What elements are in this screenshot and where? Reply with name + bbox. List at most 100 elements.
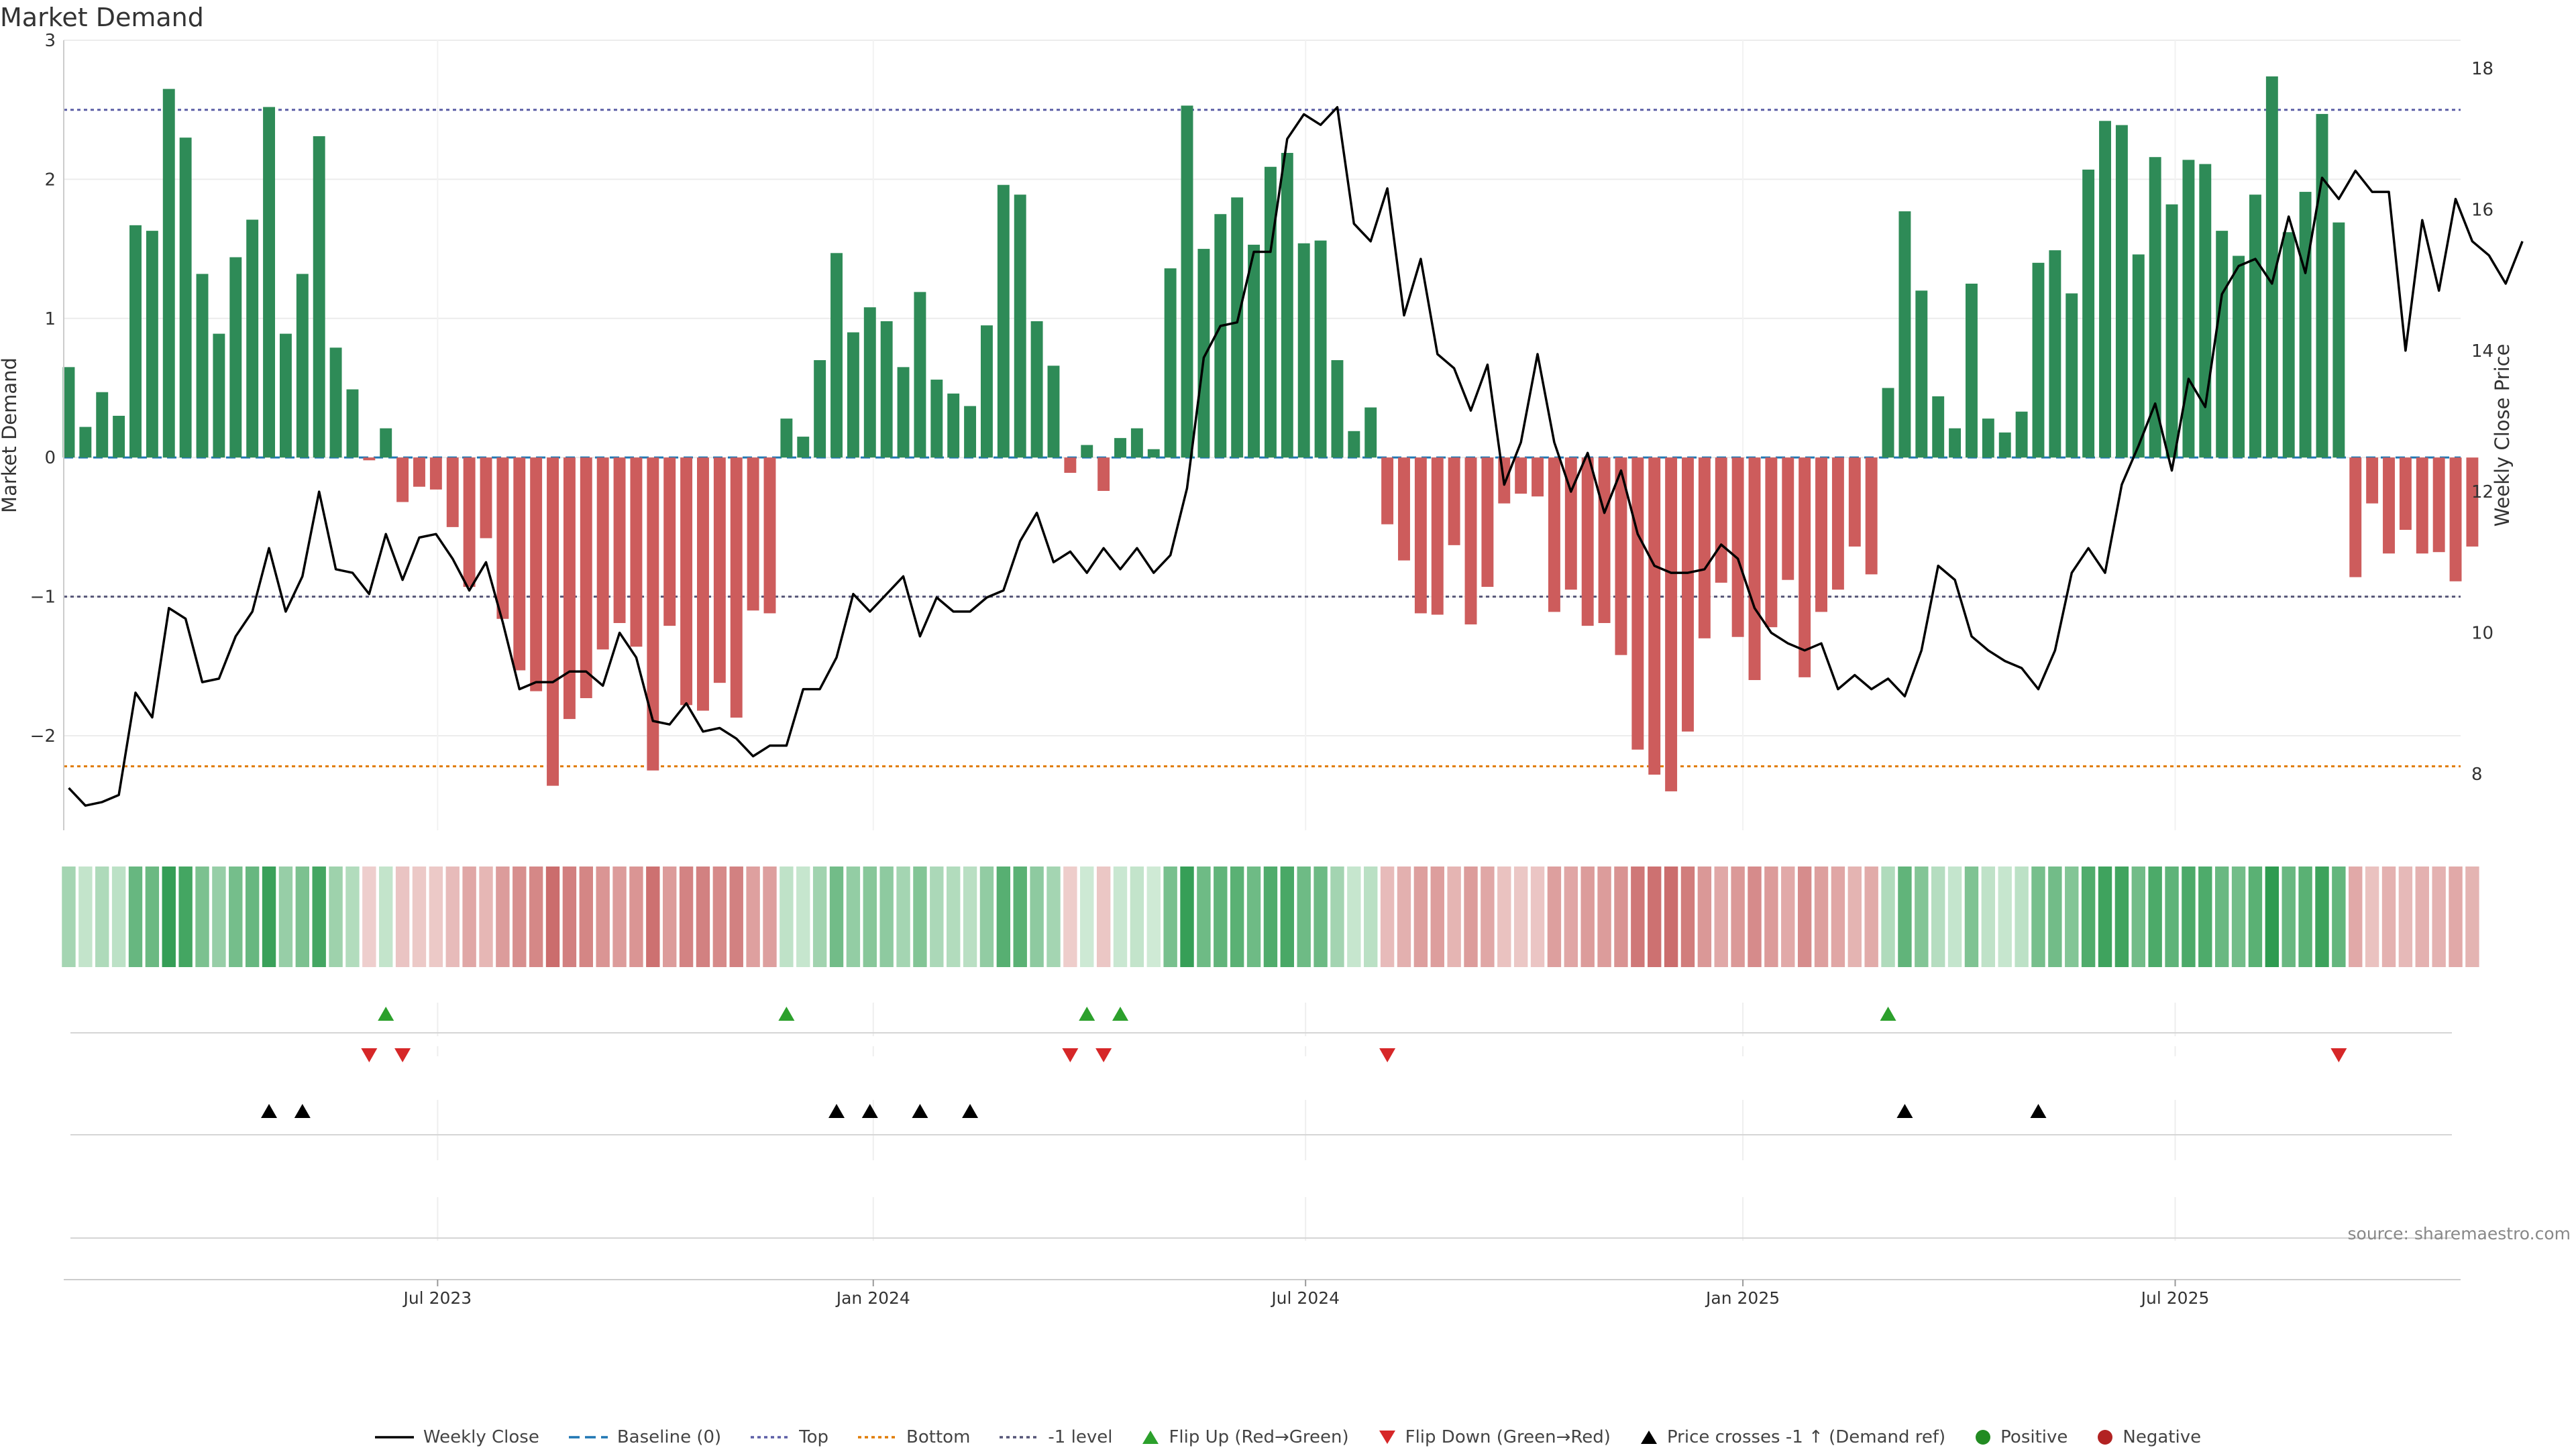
heat-cell (2248, 866, 2263, 967)
heat-cell (596, 866, 610, 967)
heat-cell (696, 866, 710, 967)
heat-cell (2449, 866, 2463, 967)
y-tick-label: −1 (30, 588, 56, 608)
demand-bar (1197, 249, 1210, 458)
flip-down-marker (1095, 1048, 1112, 1062)
heat-cell (1547, 866, 1562, 967)
heat-cell (746, 866, 760, 967)
heat-cell (1380, 866, 1395, 967)
demand-bar (179, 137, 192, 458)
demand-bar (363, 457, 376, 461)
demand-bar (313, 136, 325, 458)
demand-bar (530, 457, 543, 691)
heat-cell (412, 866, 427, 967)
heat-cell (1063, 866, 1077, 967)
heat-cell (1413, 866, 1428, 967)
heat-cell (445, 866, 460, 967)
price-cross-marker (1896, 1104, 1913, 1118)
heat-cell (379, 866, 393, 967)
heat-cell (1664, 866, 1678, 967)
legend-item-price-cross: Price crosses -1 ↑ (Demand ref) (1640, 1427, 1945, 1447)
demand-bar (346, 389, 359, 458)
demand-bar (1414, 457, 1427, 614)
demand-bar (1815, 457, 1827, 612)
dot-icon (1976, 1430, 1991, 1445)
heat-cell (111, 866, 126, 967)
demand-bar (663, 457, 676, 626)
demand-bar (1381, 457, 1394, 524)
heat-cell (1297, 866, 1311, 967)
price-cross-marker (828, 1104, 845, 1118)
heat-cell (78, 866, 93, 967)
heat-cell (1947, 866, 1962, 967)
demand-bar (1481, 457, 1494, 588)
demand-bar (1264, 166, 1277, 458)
demand-bar (246, 219, 259, 458)
heat-cell (663, 866, 677, 967)
heat-cell (1046, 866, 1061, 967)
line-dashed-icon (568, 1436, 608, 1439)
heat-cell (2349, 866, 2363, 967)
event-markers (261, 1007, 2347, 1118)
demand-bar (1982, 418, 1994, 458)
legend-label: Flip Up (Red→Green) (1169, 1427, 1349, 1447)
y2-tick-label: 8 (2471, 765, 2483, 785)
heat-cell (1814, 866, 1829, 967)
heat-cell (295, 866, 310, 967)
heat-cell (245, 866, 260, 967)
heat-cell (1080, 866, 1094, 967)
demand-bar (1966, 283, 1978, 458)
heat-cell (2332, 866, 2346, 967)
heat-strip (62, 866, 2479, 967)
heat-cell (1180, 866, 1194, 967)
heat-cell (212, 866, 226, 967)
legend-item-flip-down: Flip Down (Green→Red) (1379, 1427, 1611, 1447)
demand-bar (1364, 407, 1377, 458)
demand-bar (814, 360, 826, 458)
demand-bar (1515, 457, 1527, 494)
legend-label: Baseline (0) (616, 1427, 722, 1447)
demand-bar (2249, 194, 2261, 458)
heat-cell (1847, 866, 1862, 967)
demand-bar (329, 347, 342, 458)
heat-cell (2048, 866, 2062, 967)
demand-bar (263, 107, 276, 458)
heat-cell (729, 866, 743, 967)
demand-bar (630, 457, 643, 647)
demand-bar (1448, 457, 1460, 545)
heat-cell (913, 866, 927, 967)
heat-cell (1030, 866, 1044, 967)
demand-bar (1715, 457, 1727, 583)
heat-cell (812, 866, 827, 967)
heat-cell (1680, 866, 1695, 967)
demand-bar (2099, 121, 2111, 458)
legend-item-baseline: Baseline (0) (568, 1427, 722, 1447)
demand-bar (780, 418, 793, 458)
heat-cell (1731, 866, 1745, 967)
price-cross-marker (294, 1104, 311, 1118)
demand-bar (146, 231, 158, 458)
demand-bar (429, 457, 442, 490)
heat-cell (1748, 866, 1762, 967)
demand-bar (1030, 321, 1043, 458)
demand-bar (730, 457, 743, 718)
y2-axis-title: Weekly Close Price (2491, 344, 2514, 527)
legend-label: Top (799, 1427, 829, 1447)
demand-bar (1598, 457, 1611, 623)
demand-bar (1532, 457, 1544, 497)
demand-bar (1398, 457, 1410, 561)
heat-cell (462, 866, 476, 967)
y-tick-label: 2 (44, 170, 56, 190)
heat-cell (2198, 866, 2212, 967)
heat-cell (429, 866, 443, 967)
heat-cell (345, 866, 360, 967)
demand-bar (129, 225, 142, 458)
demand-bar (1097, 457, 1110, 491)
flip-down-marker (394, 1048, 411, 1062)
heat-cell (2365, 866, 2379, 967)
heat-cell (62, 866, 76, 967)
legend-label: Price crosses -1 ↑ (Demand ref) (1666, 1427, 1946, 1447)
demand-bar (997, 184, 1010, 458)
legend-item-positive: Positive (1975, 1427, 2068, 1447)
legend-item-bottom: Bottom (858, 1427, 970, 1447)
